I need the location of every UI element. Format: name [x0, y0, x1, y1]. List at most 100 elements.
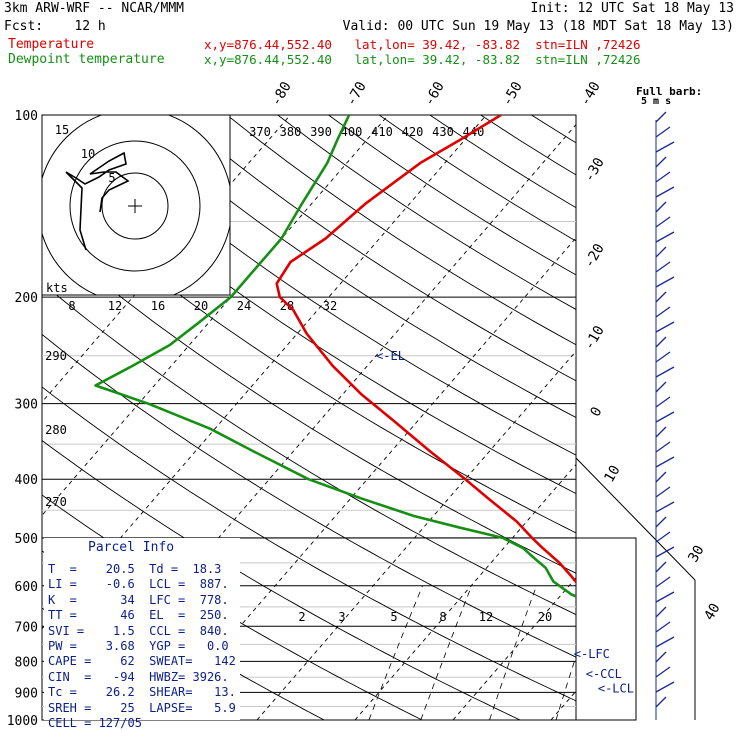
pressure-tick-label: 600 — [15, 580, 38, 595]
temperature-legend-label: Temperature — [8, 37, 95, 52]
wind-barb — [655, 381, 667, 393]
mixing-ratio-line — [420, 585, 472, 720]
parcel-info-rows: T = 20.5 Td = 18.3 LI = -0.6 LCL = 887. K … — [48, 562, 236, 731]
isotherm-label: 40 — [701, 601, 723, 624]
wind-barb — [655, 246, 667, 258]
dewpoint-location-info: x,y=876.44,552.40 lat,lon= 39.42, -83.82… — [204, 52, 641, 67]
dry-adiabat-line — [429, 115, 576, 209]
wind-barb — [655, 321, 675, 333]
isotherm-label: -30 — [581, 155, 608, 185]
dry-adiabat-line — [176, 115, 576, 382]
parcel-annotation: <-LCL — [598, 681, 634, 695]
hodograph-frame — [41, 114, 231, 296]
hodograph-speed-label: 20 — [194, 299, 208, 313]
dry-adiabat-line — [42, 181, 576, 534]
pressure-tick-label: 400 — [15, 473, 38, 488]
wind-barb — [655, 621, 671, 633]
wind-barb — [655, 366, 675, 378]
parcel-annotation: <-LFC — [574, 647, 610, 661]
wind-barb — [655, 516, 667, 528]
pressure-tick-label: 800 — [15, 655, 38, 670]
wind-barb — [655, 141, 675, 153]
wind-barb — [655, 636, 675, 648]
wind-barb — [655, 471, 667, 483]
wind-barb — [655, 201, 667, 213]
wind-barb — [655, 561, 667, 573]
parcel-annotation: <-CCL — [586, 667, 622, 681]
dry-adiabat-line — [42, 231, 576, 574]
hodograph-speed-label: 28 — [280, 299, 294, 313]
pressure-tick-label: 700 — [15, 620, 38, 635]
wind-barb — [655, 531, 671, 543]
hodograph-ring-label: 15 — [55, 123, 69, 137]
hodograph-ring — [101, 172, 169, 240]
isotherm-line — [42, 115, 389, 517]
isotherm-line — [256, 350, 576, 720]
theta-label: 430 — [432, 125, 454, 139]
wind-barb — [655, 681, 675, 693]
isotherm-label: -80 — [268, 79, 295, 109]
theta-left-label: 280 — [45, 423, 67, 437]
wind-barb — [655, 456, 675, 468]
parcel-info-row: CELL = 127/05 — [48, 716, 142, 731]
valid-time: Valid: 00 UTC Sun 19 May 13 (18 MDT Sat … — [342, 19, 734, 34]
temperature-line — [275, 115, 576, 585]
parcel-info-row: CAPE = 62 SWEAT= 142 — [48, 654, 236, 669]
init-time: Init: 12 UTC Sat 18 May 13 — [530, 1, 735, 16]
parcel-info-row: K = 34 LFC = 778. — [48, 592, 229, 607]
theta-left-label: 270 — [45, 495, 67, 509]
parcel-info-row: SVI = 1.5 CCL = 840. — [48, 623, 229, 638]
hodograph-trace — [65, 151, 130, 251]
isotherm-line — [354, 463, 576, 720]
dry-adiabat-line — [582, 115, 740, 720]
wind-barb — [655, 276, 675, 288]
parcel-info-row: LI = -0.6 LCL = 887. — [48, 577, 229, 592]
wind-barb — [655, 411, 675, 423]
wind-barb — [655, 111, 667, 123]
hodograph-unit-label: kts — [46, 281, 68, 295]
isotherm-label: -70 — [343, 79, 370, 109]
theta-left-label: 290 — [45, 349, 67, 363]
dry-adiabat-line — [633, 115, 740, 720]
hodograph-speed-label: 24 — [237, 299, 251, 313]
isotherm-label: -60 — [421, 79, 448, 109]
isotherm-label: 0 — [587, 404, 605, 419]
wind-barb — [655, 126, 671, 138]
dewpoint-line — [94, 115, 576, 598]
pressure-tick-label: 300 — [15, 398, 38, 413]
wind-barb — [655, 231, 675, 243]
hodograph-ring-label: 10 — [81, 147, 95, 161]
wind-barb — [655, 591, 675, 603]
parcel-info-row: TT = 46 EL = 250. — [48, 608, 229, 623]
wind-barb — [655, 696, 667, 708]
theta-label: 400 — [341, 125, 363, 139]
hodograph-speed-label: 32 — [323, 299, 337, 313]
mixing-ratio-label: 20 — [538, 610, 552, 624]
theta-label: 390 — [310, 125, 332, 139]
dry-adiabat-line — [277, 115, 576, 310]
wind-barb — [655, 486, 671, 498]
pressure-tick-label: 200 — [15, 291, 38, 306]
theta-label: 420 — [402, 125, 424, 139]
dry-adiabat-line — [42, 282, 576, 616]
hodograph-ring — [69, 140, 201, 272]
parcel-annotation: <-EL — [376, 349, 405, 363]
wind-barb — [655, 396, 671, 408]
wind-barb — [655, 336, 667, 348]
isotherm-label: 10 — [601, 463, 623, 486]
theta-label: 380 — [280, 125, 302, 139]
isotherm-line — [42, 115, 487, 630]
wind-barb — [655, 261, 671, 273]
theta-label: 370 — [249, 125, 271, 139]
hodograph-speed-label: 8 — [68, 299, 75, 313]
parcel-info-panel: Parcel Info T = 20.5 Td = 18.3 LI = -0.6 … — [44, 538, 240, 730]
wind-barb — [655, 426, 667, 438]
wind-barb — [655, 306, 671, 318]
wind-barb — [655, 441, 671, 453]
wind-barb — [655, 501, 675, 513]
mixing-ratio-label: 8 — [439, 610, 446, 624]
dry-adiabat-line — [42, 333, 576, 658]
theta-label: 410 — [371, 125, 393, 139]
wind-barb — [655, 156, 667, 168]
